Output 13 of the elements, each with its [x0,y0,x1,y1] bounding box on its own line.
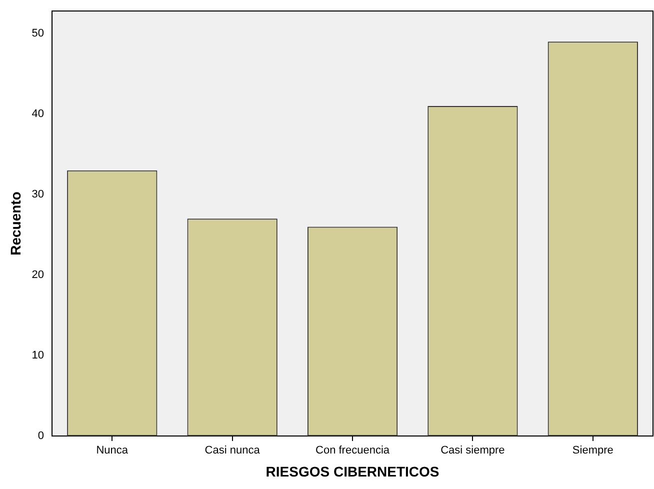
x-tick-label: Siempre [572,444,614,457]
y-tick-label: 40 [32,108,44,120]
y-tick-label: 0 [38,430,44,442]
y-tick-label: 20 [32,269,44,282]
y-tick-label: 30 [32,188,44,201]
y-tick-label: 10 [32,350,44,362]
y-tick-label: 50 [32,28,44,40]
x-tick-label: Nunca [96,444,129,457]
x-tick-label: Casi siempre [440,444,505,457]
x-tick-label: Con frecuencia [316,444,390,457]
x-tick-label: Casi nunca [204,444,261,457]
x-axis-title: RIESGOS CIBERNETICOS [266,463,440,480]
y-axis-title: Recuento [7,192,24,256]
